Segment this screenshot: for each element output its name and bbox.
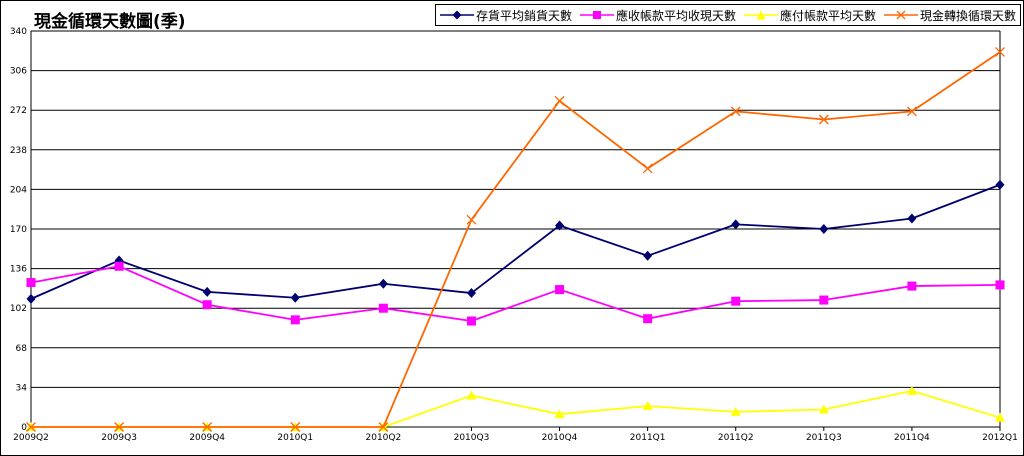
chart-title: 現金循環天數圖(季)	[34, 12, 186, 32]
legend-marker-triangle	[744, 10, 779, 20]
data-point	[290, 315, 300, 325]
data-point	[819, 295, 829, 305]
data-point	[555, 220, 565, 231]
axes: 0 34 68 102 136 170 204 238 272 306 340 2009Q2 2009Q…	[10, 27, 1018, 443]
data-point	[26, 422, 36, 432]
series-line	[30, 265, 1001, 322]
data-point	[995, 179, 1005, 190]
data-point	[907, 281, 917, 291]
x-tick-label: 2009Q2	[13, 433, 49, 443]
data-point	[731, 219, 741, 230]
data-point	[378, 303, 388, 313]
data-point	[114, 422, 125, 432]
y-tick-label: 102	[10, 304, 27, 314]
legend-item-cash-cycle-days: 現金轉換循環天數	[884, 7, 1016, 24]
data-point	[378, 278, 388, 289]
x-tick-label: 2012Q1	[982, 433, 1018, 443]
data-point	[995, 412, 1005, 422]
series-line	[31, 51, 1001, 428]
series-x	[26, 47, 1005, 432]
legend-item-receivable-days: 應收帳款平均收現天數	[580, 7, 736, 24]
series-square	[26, 261, 1005, 326]
data-point	[378, 422, 389, 432]
legend: 存貨平均銷貨天數 應收帳款平均收現天數 應付帳款平均天數 現金轉換循環天數	[435, 4, 1022, 26]
grid	[31, 30, 1000, 428]
y-tick-label: 136	[10, 265, 27, 275]
data-point	[466, 390, 477, 400]
data-point	[26, 293, 36, 304]
data-point	[643, 314, 653, 324]
data-point	[995, 47, 1005, 57]
y-tick-label: 170	[10, 225, 27, 235]
data-point	[730, 406, 741, 416]
legend-label: 應付帳款平均天數	[780, 8, 877, 23]
data-point	[26, 278, 36, 288]
data-point	[907, 213, 917, 224]
x-tick-label: 2011Q3	[806, 433, 842, 443]
data-point	[819, 224, 829, 234]
legend-item-inventory-days: 存貨平均銷貨天數	[440, 7, 572, 24]
y-tick-label: 0	[21, 423, 27, 433]
y-tick-label: 34	[16, 383, 28, 393]
y-tick-label: 238	[10, 146, 27, 156]
legend-marker-x	[884, 10, 919, 20]
series-line	[30, 183, 1001, 300]
data-point	[290, 292, 300, 303]
data-point	[906, 106, 917, 117]
legend-marker-square	[580, 11, 615, 19]
data-point	[554, 95, 565, 106]
data-point	[466, 316, 476, 326]
x-tick-label: 2010Q1	[277, 433, 313, 443]
series-triangle	[26, 385, 1005, 431]
data-point	[290, 422, 301, 432]
x-tick-label: 2010Q2	[366, 433, 402, 443]
series-diamond	[26, 179, 1005, 304]
data-point	[202, 422, 213, 432]
data-point	[466, 214, 477, 225]
x-tick-label: 2011Q1	[630, 433, 666, 443]
y-tick-label: 204	[10, 185, 27, 195]
y-tick-label: 306	[10, 67, 27, 77]
data-point	[114, 261, 124, 271]
data-point	[818, 404, 829, 414]
x-tick-label: 2010Q3	[454, 433, 490, 443]
data-point	[818, 114, 829, 125]
data-point	[995, 280, 1005, 290]
series-line	[31, 389, 1001, 428]
legend-label: 應收帳款平均收現天數	[616, 8, 737, 23]
data-point	[202, 300, 212, 310]
legend-label: 存貨平均銷貨天數	[476, 8, 573, 23]
x-tick-label: 2009Q3	[101, 433, 137, 443]
data-point	[554, 409, 565, 419]
legend-marker-diamond	[440, 10, 474, 20]
data-point	[642, 163, 653, 174]
y-tick-label: 340	[10, 27, 27, 37]
x-tick-label: 2010Q4	[542, 433, 578, 443]
data-point	[202, 286, 212, 297]
series	[26, 47, 1005, 432]
y-tick-label: 272	[10, 106, 27, 116]
data-point	[555, 285, 565, 295]
x-tick-label: 2011Q2	[718, 433, 754, 443]
data-point	[643, 250, 653, 261]
legend-item-payable-days: 應付帳款平均天數	[744, 7, 876, 24]
data-point	[642, 401, 653, 411]
data-point	[730, 106, 741, 117]
data-point	[466, 288, 476, 299]
x-tick-label: 2011Q4	[894, 433, 930, 443]
data-point	[906, 385, 917, 395]
legend-label: 現金轉換循環天數	[920, 8, 1017, 23]
x-tick-label: 2009Q4	[189, 433, 225, 443]
y-tick-label: 68	[16, 344, 28, 354]
data-point	[731, 296, 741, 306]
